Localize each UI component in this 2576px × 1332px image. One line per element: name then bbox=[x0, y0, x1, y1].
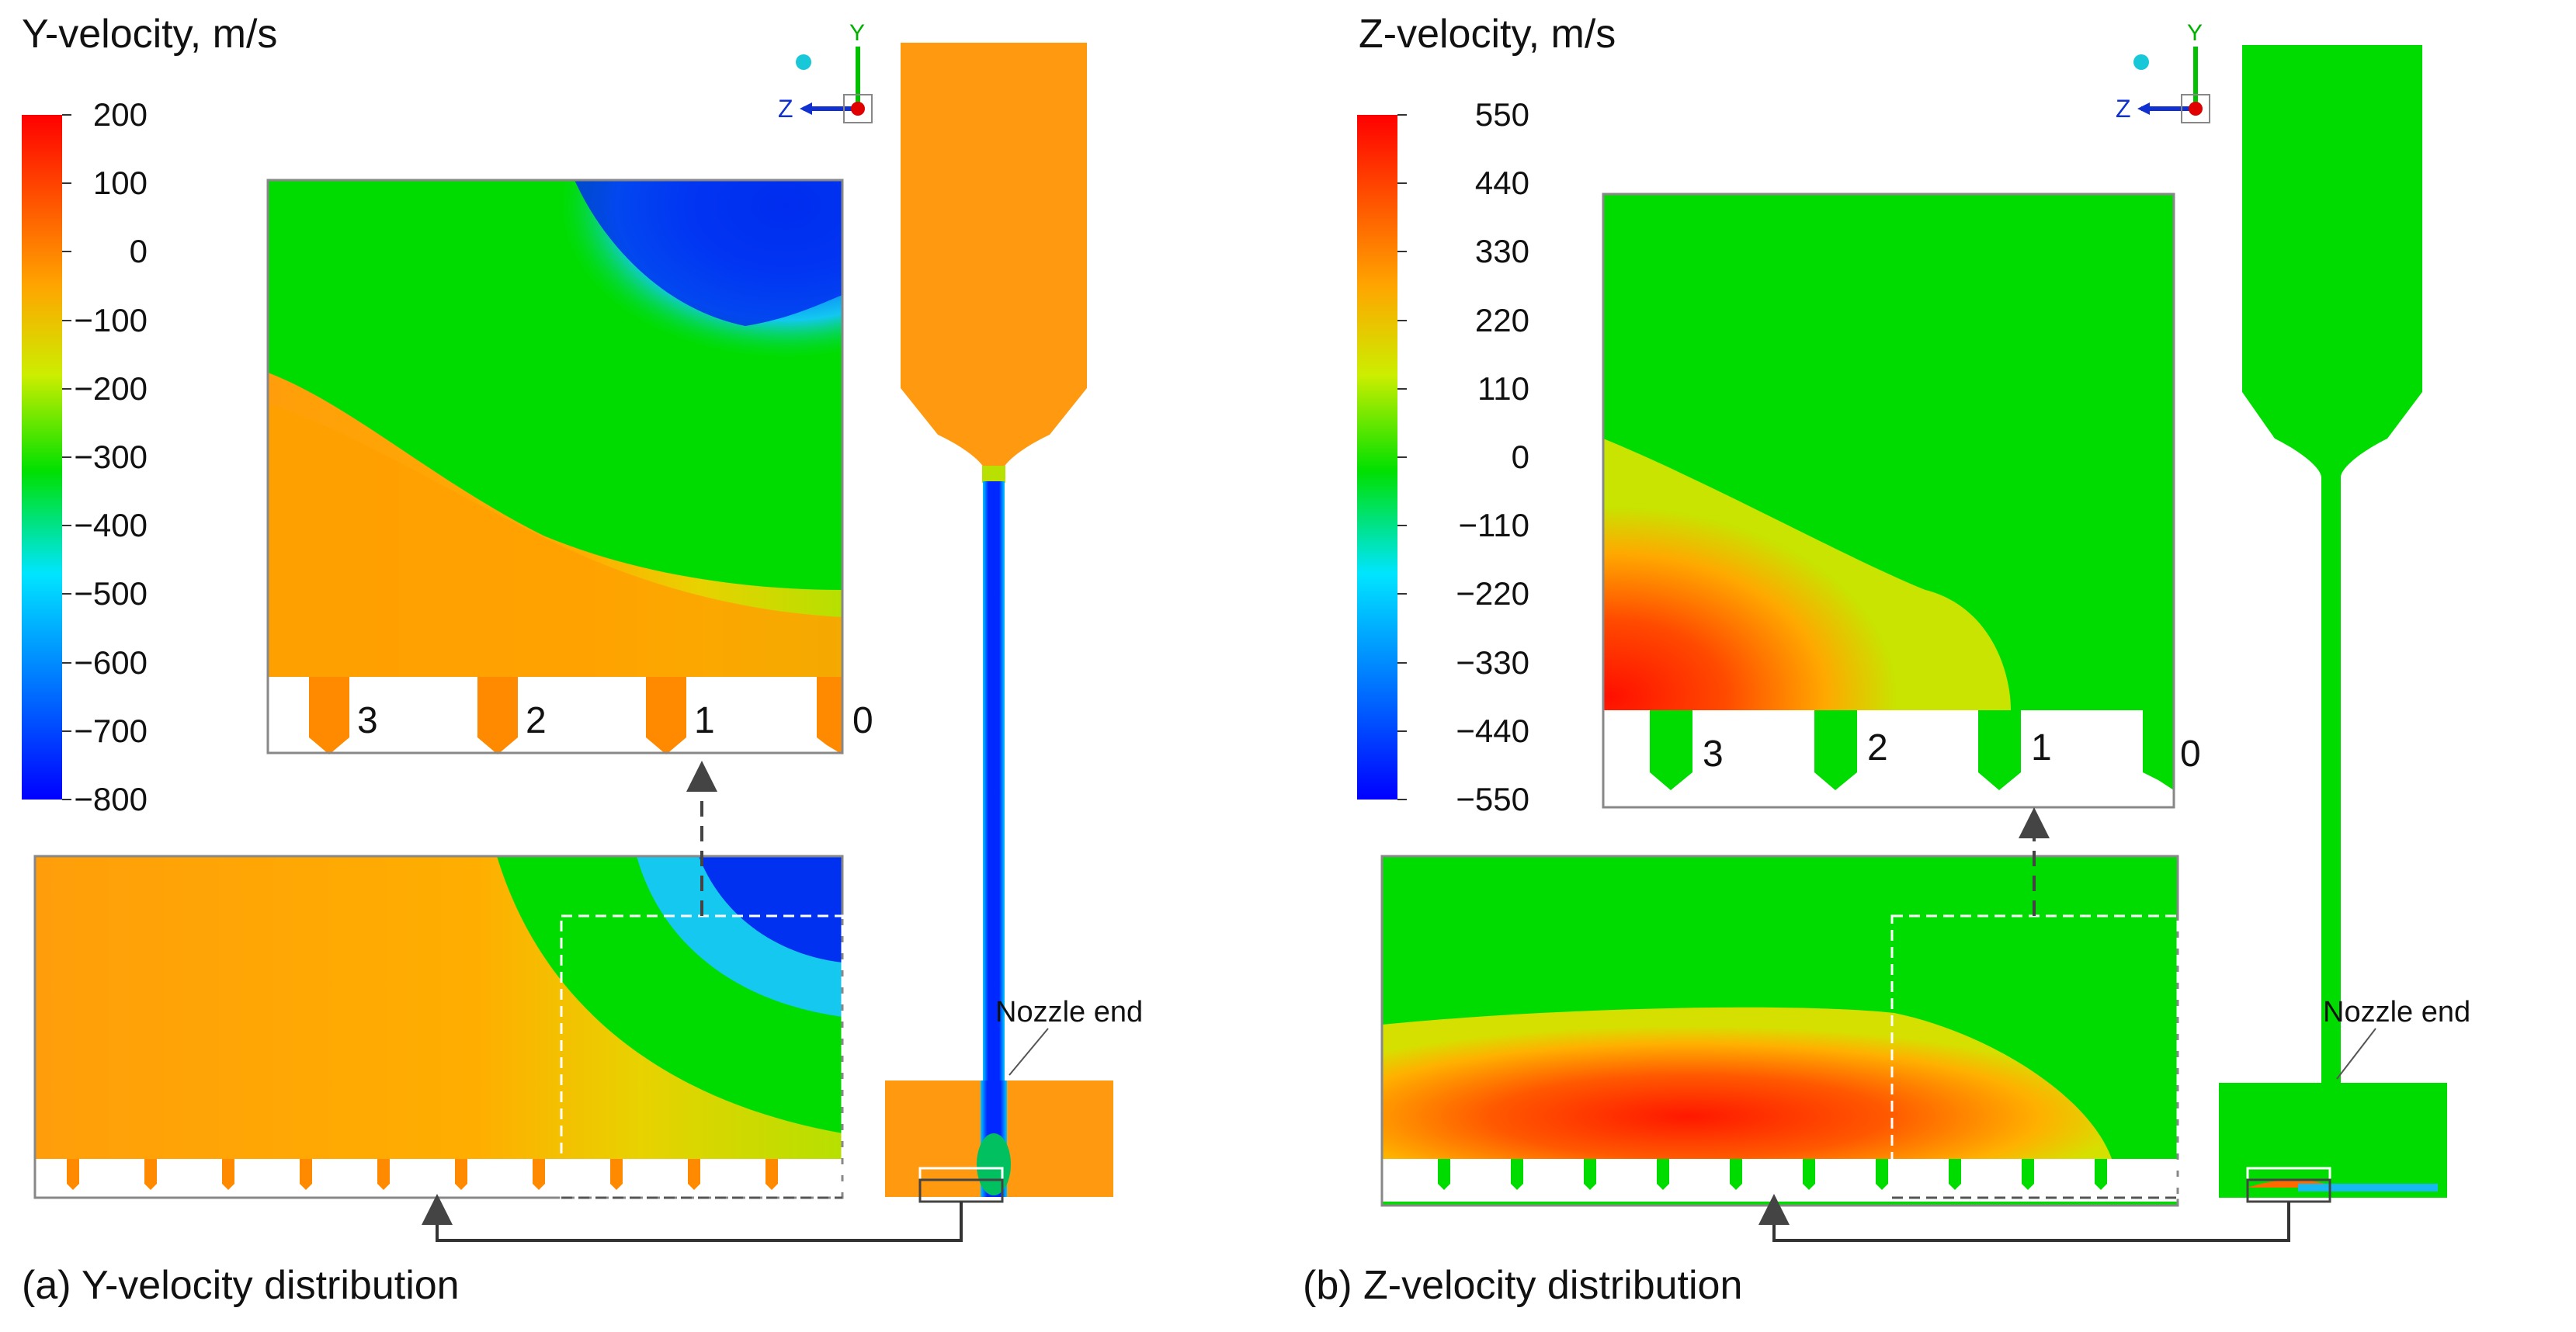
nozzle-geometry-b bbox=[2219, 45, 2447, 1203]
axis-triad-a bbox=[796, 47, 873, 123]
slot-label: 1 bbox=[694, 700, 715, 741]
panel-b-title: Z-velocity, m/s bbox=[1359, 12, 1616, 57]
wide-view-a bbox=[33, 855, 844, 1199]
nozzle-geometry-a bbox=[885, 43, 1113, 1203]
colorbar-b bbox=[1357, 115, 1397, 800]
panel-b bbox=[1357, 45, 2447, 1242]
colorbar-a bbox=[22, 115, 62, 800]
colorbar-b-tick: −220 bbox=[1456, 575, 1529, 612]
colorbar-b-tick: 440 bbox=[1474, 165, 1529, 201]
colorbar-ticks-a bbox=[62, 114, 71, 800]
connector-arrow-b bbox=[1758, 1194, 2290, 1242]
colorbar-b-tick: 550 bbox=[1474, 96, 1529, 133]
colorbar-b-tick: 0 bbox=[1511, 439, 1529, 475]
colorbar-a-tick: 0 bbox=[129, 233, 148, 269]
panel-a bbox=[22, 43, 1113, 1242]
nozzle-end-label-b: Nozzle end bbox=[2323, 996, 2471, 1028]
colorbar-a-tick: −200 bbox=[74, 370, 148, 407]
axis-y-label-a: Y bbox=[849, 20, 866, 46]
colorbar-b-tick: −110 bbox=[1458, 507, 1530, 543]
panel-a-caption: (a) Y-velocity distribution bbox=[22, 1263, 460, 1308]
slot-label: 1 bbox=[2031, 727, 2052, 768]
panel-a-title: Y-velocity, m/s bbox=[22, 12, 278, 57]
slots-a bbox=[67, 1159, 778, 1190]
axis-triad-b bbox=[2133, 47, 2210, 123]
colorbar-a-tick: 200 bbox=[92, 96, 148, 133]
connector-arrow-a bbox=[422, 1194, 963, 1242]
colorbar-a-tick: −100 bbox=[74, 302, 148, 338]
slot-label: 0 bbox=[852, 700, 873, 741]
colorbar-a-tick: 100 bbox=[92, 165, 148, 201]
nozzle-leader-b bbox=[2336, 1028, 2376, 1080]
slot-label: 3 bbox=[357, 700, 378, 741]
nozzle-end-label-a: Nozzle end bbox=[995, 996, 1144, 1028]
colorbar-ticks-b bbox=[1397, 114, 1407, 800]
colorbar-a-tick: −600 bbox=[74, 644, 148, 681]
colorbar-a-tick: −700 bbox=[74, 713, 148, 749]
axis-z-label-b: Z bbox=[2116, 95, 2131, 123]
slots-b bbox=[1438, 1159, 2107, 1190]
inset-zoom-b bbox=[1602, 193, 2175, 809]
inset-zoom-a bbox=[266, 179, 844, 754]
slot-label: 3 bbox=[1703, 734, 1724, 775]
colorbar-b-tick: −550 bbox=[1456, 781, 1529, 817]
colorbar-b-tick: −440 bbox=[1456, 713, 1529, 749]
colorbar-a-tick: −800 bbox=[74, 781, 148, 817]
colorbar-b-tick: 110 bbox=[1477, 370, 1529, 407]
axis-y-label-b: Y bbox=[2187, 20, 2203, 46]
nozzle-leader-a bbox=[1009, 1028, 1049, 1076]
colorbar-b-tick: 330 bbox=[1474, 233, 1529, 269]
colorbar-a-tick: −500 bbox=[74, 575, 148, 612]
panel-b-caption: (b) Z-velocity distribution bbox=[1303, 1263, 1743, 1308]
slot-label: 0 bbox=[2180, 734, 2201, 775]
colorbar-b-tick: 220 bbox=[1474, 302, 1529, 338]
wide-view-b bbox=[1380, 855, 2179, 1207]
colorbar-a-tick: −300 bbox=[74, 439, 148, 475]
axis-z-label-a: Z bbox=[778, 95, 793, 123]
slot-label: 2 bbox=[526, 700, 547, 741]
colorbar-b-tick: −330 bbox=[1456, 644, 1529, 681]
colorbar-a-tick: −400 bbox=[74, 507, 148, 543]
slot-label: 2 bbox=[1867, 727, 1888, 768]
